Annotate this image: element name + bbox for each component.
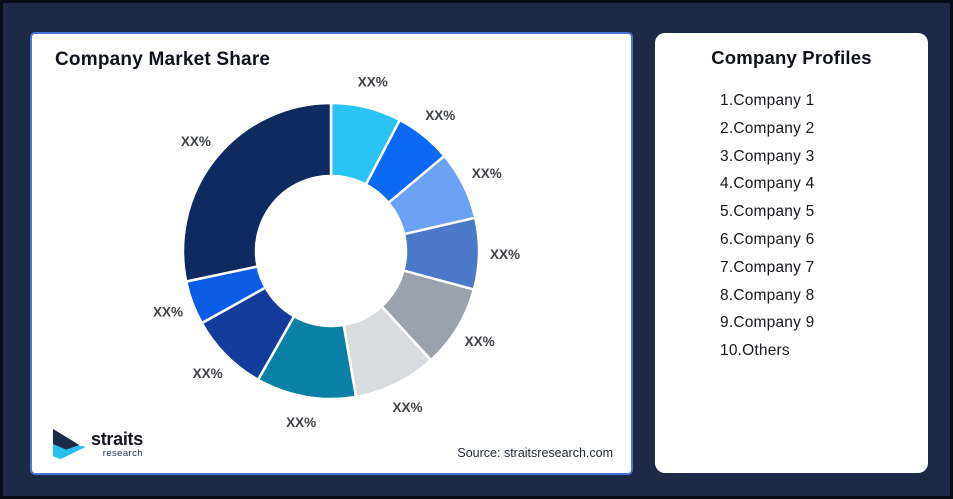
chart-title: Company Market Share <box>55 49 271 70</box>
logo-name: straits <box>91 428 143 449</box>
logo-subtitle: research <box>102 447 143 459</box>
profiles-title: Company Profiles <box>711 47 872 68</box>
straits-logo-icon <box>52 428 86 460</box>
slice-label-1: XX% <box>358 75 388 90</box>
source-note: Source: straitsresearch.com <box>457 446 613 460</box>
slice-label-10: XX% <box>181 134 211 149</box>
profile-item-7: 7.Company 7 <box>720 258 815 276</box>
profile-item-4: 4.Company 4 <box>720 175 815 193</box>
straits-research-logo: straits research <box>50 427 143 461</box>
profile-item-2: 2.Company 2 <box>720 119 815 137</box>
donut-slice-10 <box>181 101 333 283</box>
slice-label-7: XX% <box>286 415 316 430</box>
market-share-donut-chart: XX% XX% XX% XX% XX% XX% XX% XX% XX% XX% <box>153 75 520 430</box>
slice-label-2: XX% <box>425 108 455 123</box>
slice-label-4: XX% <box>490 247 520 262</box>
slice-label-9: XX% <box>153 305 183 320</box>
company-profiles-card: Company Profiles 1.Company 1 2.Company 2… <box>655 33 928 473</box>
slice-label-6: XX% <box>392 400 422 415</box>
profile-item-9: 9.Company 9 <box>720 314 815 332</box>
logo-text: straits research <box>91 430 143 459</box>
profile-item-1: 1.Company 1 <box>720 92 815 109</box>
slice-label-8: XX% <box>193 366 223 381</box>
slice-label-3: XX% <box>472 166 502 181</box>
profile-item-8: 8.Company 8 <box>720 286 815 304</box>
slice-label-5: XX% <box>465 334 495 349</box>
profile-item-5: 5.Company 5 <box>720 203 815 221</box>
profile-item-6: 6.Company 6 <box>720 230 815 248</box>
company-profiles-list: 1.Company 1 2.Company 2 3.Company 3 4.Co… <box>720 87 928 365</box>
profile-item-3: 3.Company 3 <box>720 147 815 165</box>
profile-item-10: 10.Others <box>720 342 790 360</box>
market-share-card: Company Market Share XX% XX% XX% XX% XX% XX% X… <box>30 32 633 475</box>
